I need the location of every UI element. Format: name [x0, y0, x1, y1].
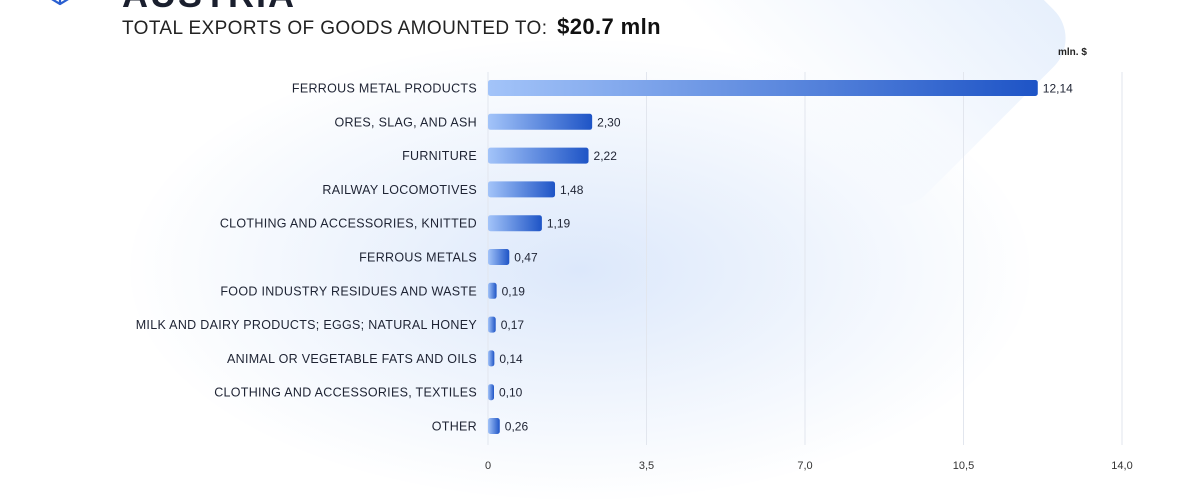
unit-label: mln. $	[1058, 47, 1087, 58]
value-label: 0,14	[499, 352, 523, 366]
value-label: 0,17	[501, 318, 525, 332]
category-label: OTHER	[432, 420, 477, 434]
total-exports-value: $20.7 mln	[557, 14, 661, 39]
value-label: 0,26	[505, 420, 529, 434]
category-label: ANIMAL OR VEGETABLE FATS AND OILS	[227, 352, 477, 366]
country-title: AUSTRIA	[122, 0, 296, 16]
x-tick-label: 3,5	[639, 460, 654, 472]
bar	[488, 181, 556, 198]
x-tick-label: 7,0	[797, 460, 812, 472]
category-label: CLOTHING AND ACCESSORIES, KNITTED	[220, 217, 477, 231]
value-label: 2,30	[597, 115, 621, 129]
value-label: 0,10	[499, 386, 523, 400]
value-label: 0,47	[514, 251, 538, 265]
bar	[488, 384, 494, 401]
x-tick-label: 10,5	[953, 460, 974, 472]
bar	[488, 215, 542, 232]
bar	[488, 350, 495, 367]
category-label: FOOD INDUSTRY RESIDUES AND WASTE	[220, 284, 477, 298]
category-label: FURNITURE	[402, 149, 477, 163]
headline-text: TOTAL EXPORTS OF GOODS AMOUNTED TO:	[122, 18, 548, 39]
bar-chart: 0 3,5 7,0 10,5 14,0 FERROUS METAL PRODUCTS 12,…	[136, 72, 1133, 472]
bar	[488, 282, 497, 299]
category-label: FERROUS METALS	[359, 251, 477, 265]
bar	[488, 418, 500, 434]
x-tick-label: 14,0	[1111, 460, 1132, 472]
bar	[488, 80, 1038, 96]
value-label: 0,19	[502, 284, 526, 298]
value-label: 12,14	[1043, 82, 1073, 96]
x-tick-label: 0	[485, 460, 491, 472]
cube-icon	[51, 0, 69, 6]
category-label: MILK AND DAIRY PRODUCTS; EGGS; NATURAL H…	[136, 318, 478, 332]
bar	[488, 249, 510, 265]
category-label: RAILWAY LOCOMOTIVES	[322, 183, 477, 197]
category-label: ORES, SLAG, AND ASH	[334, 115, 477, 129]
category-label: CLOTHING AND ACCESSORIES, TEXTILES	[214, 386, 477, 400]
value-label: 1,19	[547, 217, 571, 231]
bar	[488, 316, 496, 333]
value-label: 2,22	[594, 149, 618, 163]
category-label: FERROUS METAL PRODUCTS	[292, 82, 477, 96]
bar	[488, 113, 593, 130]
headline: TOTAL EXPORTS OF GOODS AMOUNTED TO: $20.…	[122, 14, 661, 40]
value-label: 1,48	[560, 183, 584, 197]
bar	[488, 147, 589, 164]
